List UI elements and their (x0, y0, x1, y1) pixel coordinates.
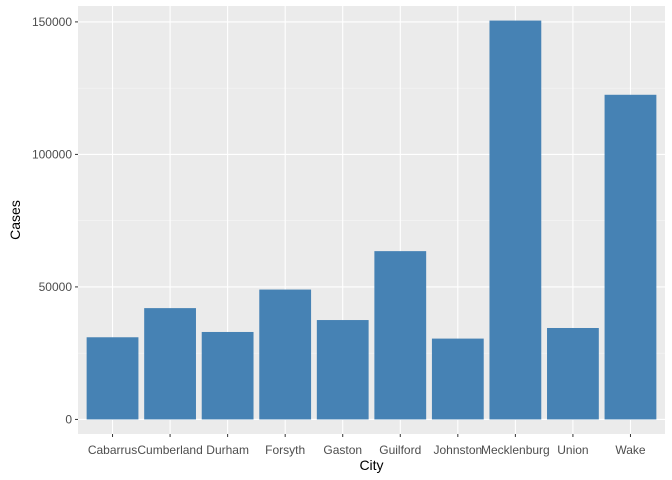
bar-wake (604, 94, 657, 420)
y-tick-label: 0 (65, 412, 72, 426)
bar-gaston (316, 320, 369, 420)
x-tick-label: Wake (615, 443, 646, 457)
bar-johnston (431, 338, 484, 420)
x-tick-label: Cabarrus (88, 443, 137, 457)
bar-forsyth (259, 289, 312, 420)
x-tick-label: Mecklenburg (481, 443, 550, 457)
x-axis-title: City (359, 457, 383, 473)
bar-cabarrus (86, 337, 139, 420)
x-tick-label: Guilford (379, 443, 421, 457)
y-tick-label: 150000 (32, 15, 72, 29)
y-tick-label: 50000 (39, 280, 73, 294)
x-axis: Cabarrus Cumberland Durham Forsyth Gaston Gui… (88, 434, 646, 457)
y-tick-label: 100000 (32, 147, 72, 161)
bar-cumberland (144, 308, 196, 420)
y-axis-title: Cases (7, 200, 23, 240)
bar-guilford (374, 251, 427, 420)
bar-mecklenburg (489, 20, 542, 420)
x-tick-label: Union (557, 443, 588, 457)
x-tick-label: Gaston (323, 443, 362, 457)
y-axis: 0 50000 100000 150000 (32, 15, 78, 426)
bars (86, 20, 657, 420)
x-tick-label: Johnston (433, 443, 482, 457)
bar-union (547, 327, 599, 420)
x-tick-label: Cumberland (137, 443, 202, 457)
x-tick-label: Durham (206, 443, 249, 457)
bar-durham (201, 331, 254, 420)
x-tick-label: Forsyth (265, 443, 305, 457)
